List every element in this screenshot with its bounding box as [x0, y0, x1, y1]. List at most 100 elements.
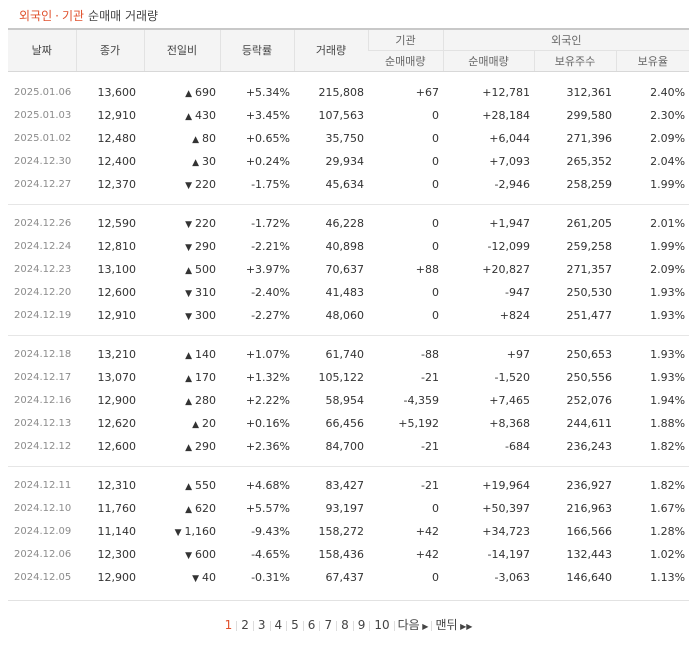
table-row: 2024.12.30 12,400 ▲ 30 +0.24% 29,934 0 +7,093 26… — [8, 150, 689, 173]
cell-institution-net: -4,359 — [403, 394, 439, 407]
cell-change: ▲ 80 — [144, 127, 220, 150]
cell-foreign-ratio: 2.09% — [650, 132, 686, 145]
table-row: 2024.12.16 12,900 ▲ 280 +2.22% 58,954 -4,359 +7… — [8, 389, 689, 412]
cell-date: 2025.01.02 — [14, 133, 72, 144]
cell-close: 12,910 — [97, 309, 137, 322]
cell-institution-net: 0 — [432, 309, 439, 322]
cell-change: ▲ 280 — [144, 389, 220, 412]
table-row: 2024.12.24 12,810 ▼ 290 -2.21% 40,898 0 -12,099… — [8, 235, 689, 258]
cell-rate: +2.36% — [245, 440, 290, 453]
page-link-6[interactable]: 6 — [307, 618, 316, 632]
cell-date: 2024.12.06 — [14, 549, 72, 560]
last-page-button[interactable]: 맨뒤 ▶▶ — [432, 616, 475, 633]
table-row: 2024.12.20 12,600 ▼ 310 -2.40% 41,483 0 -947 250… — [8, 281, 689, 304]
cell-rate: -2.40% — [251, 286, 290, 299]
cell-foreign-ratio: 1.88% — [650, 417, 686, 430]
cell-foreign-holdings: 271,357 — [566, 263, 613, 276]
cell-date: 2024.12.19 — [14, 310, 72, 321]
cell-foreign-ratio: 1.93% — [650, 371, 686, 384]
table-row: 2024.12.27 12,370 ▼ 220 -1.75% 45,634 0 -2,946 2… — [8, 173, 689, 196]
page-link-9[interactable]: 9 — [357, 618, 366, 632]
cell-foreign-net: -12,099 — [487, 240, 530, 253]
table-row: 2024.12.17 13,070 ▲ 170 +1.32% 105,122 -21 -1,5… — [8, 366, 689, 389]
header-rate: 등락률 — [219, 28, 294, 72]
pager-divider — [336, 620, 338, 631]
cell-foreign-net: +6,044 — [489, 132, 530, 145]
table-row: 2024.12.09 11,140 ▼ 1,160 -9.43% 158,272 +42 +3… — [8, 520, 689, 543]
cell-institution-net: 0 — [432, 109, 439, 122]
cell-date: 2024.12.27 — [14, 179, 72, 190]
page-link-10[interactable]: 10 — [374, 618, 390, 632]
cell-rate: -1.72% — [251, 217, 290, 230]
page-link-1[interactable]: 1 — [224, 618, 233, 632]
change-value: 550 — [195, 479, 216, 492]
cell-rate: -4.65% — [251, 548, 290, 561]
table-row: 2024.12.12 12,600 ▲ 290 +2.36% 84,700 -21 -684 2… — [8, 435, 689, 458]
cell-rate: +3.97% — [245, 263, 290, 276]
cell-foreign-holdings: 312,361 — [566, 86, 613, 99]
cell-change: ▲ 690 — [144, 81, 220, 104]
cell-volume: 67,437 — [325, 571, 365, 584]
cell-volume: 46,228 — [325, 217, 365, 230]
cell-close: 12,600 — [97, 440, 137, 453]
cell-institution-net: 0 — [432, 155, 439, 168]
page-link-3[interactable]: 3 — [257, 618, 266, 632]
page-link-2[interactable]: 2 — [241, 618, 249, 632]
cell-rate: +0.65% — [245, 132, 290, 145]
cell-rate: +0.16% — [245, 417, 290, 430]
cell-foreign-net: +8,368 — [489, 417, 530, 430]
page-link-7[interactable]: 7 — [324, 618, 333, 632]
cell-date: 2025.01.03 — [14, 110, 72, 121]
next-page-button[interactable]: 다음 ▶ — [395, 616, 432, 633]
cell-foreign-holdings: 250,556 — [566, 371, 613, 384]
cell-foreign-holdings: 250,530 — [566, 286, 613, 299]
row-spacer — [8, 466, 689, 474]
cell-volume: 158,272 — [318, 525, 365, 538]
triangle-down-icon: ▼ — [185, 220, 192, 230]
triangle-down-icon: ▼ — [174, 528, 182, 538]
cell-rate: +3.45% — [245, 109, 290, 122]
cell-date: 2024.12.13 — [14, 418, 72, 429]
page-link-4[interactable]: 4 — [274, 618, 283, 632]
header-institution-group: 기관 — [367, 28, 443, 51]
cell-rate: -0.31% — [251, 571, 290, 584]
pager-divider — [393, 620, 395, 631]
page-link-8[interactable]: 8 — [341, 618, 349, 632]
triangle-down-icon: ▼ — [192, 574, 199, 584]
header-foreign-group: 외국인 — [442, 28, 690, 51]
cell-foreign-ratio: 1.99% — [650, 178, 686, 191]
cell-foreign-ratio: 1.93% — [650, 309, 686, 322]
triangle-down-icon: ▼ — [185, 243, 192, 253]
cell-volume: 35,750 — [325, 132, 365, 145]
cell-change: ▲ 140 — [144, 343, 220, 366]
cell-change: ▲ 290 — [144, 435, 220, 458]
cell-close: 13,210 — [97, 348, 137, 361]
pager-divider — [302, 620, 304, 631]
last-page-label: 맨뒤 — [435, 618, 458, 632]
cell-foreign-ratio: 1.99% — [650, 240, 686, 253]
cell-change: ▼ 300 — [144, 304, 220, 327]
cell-institution-net: +5,192 — [398, 417, 439, 430]
cell-foreign-net: -1,520 — [494, 371, 530, 384]
cell-volume: 158,436 — [318, 548, 365, 561]
triangle-up-icon: ▲ — [185, 112, 192, 122]
header-date: 날짜 — [8, 28, 76, 72]
cell-volume: 107,563 — [318, 109, 365, 122]
cell-rate: -1.75% — [251, 178, 290, 191]
table-row: 2024.12.11 12,310 ▲ 550 +4.68% 83,427 -21 +19,9… — [8, 474, 689, 497]
cell-foreign-holdings: 265,352 — [566, 155, 613, 168]
triangle-up-icon: ▲ — [185, 89, 192, 99]
cell-change: ▼ 600 — [144, 543, 220, 566]
cell-foreign-ratio: 1.28% — [650, 525, 686, 538]
cell-close: 12,300 — [97, 548, 137, 561]
cell-close: 12,370 — [97, 178, 137, 191]
next-page-label: 다음 — [397, 618, 420, 632]
cell-foreign-ratio: 2.30% — [650, 109, 686, 122]
cell-close: 12,910 — [97, 109, 137, 122]
cell-change: ▲ 620 — [144, 497, 220, 520]
cell-change: ▲ 500 — [144, 258, 220, 281]
page-link-5[interactable]: 5 — [291, 618, 299, 632]
group-separator — [8, 196, 690, 205]
cell-rate: +1.07% — [245, 348, 290, 361]
table-row: 2024.12.13 12,620 ▲ 20 +0.16% 66,456 +5,192 +8,… — [8, 412, 689, 435]
